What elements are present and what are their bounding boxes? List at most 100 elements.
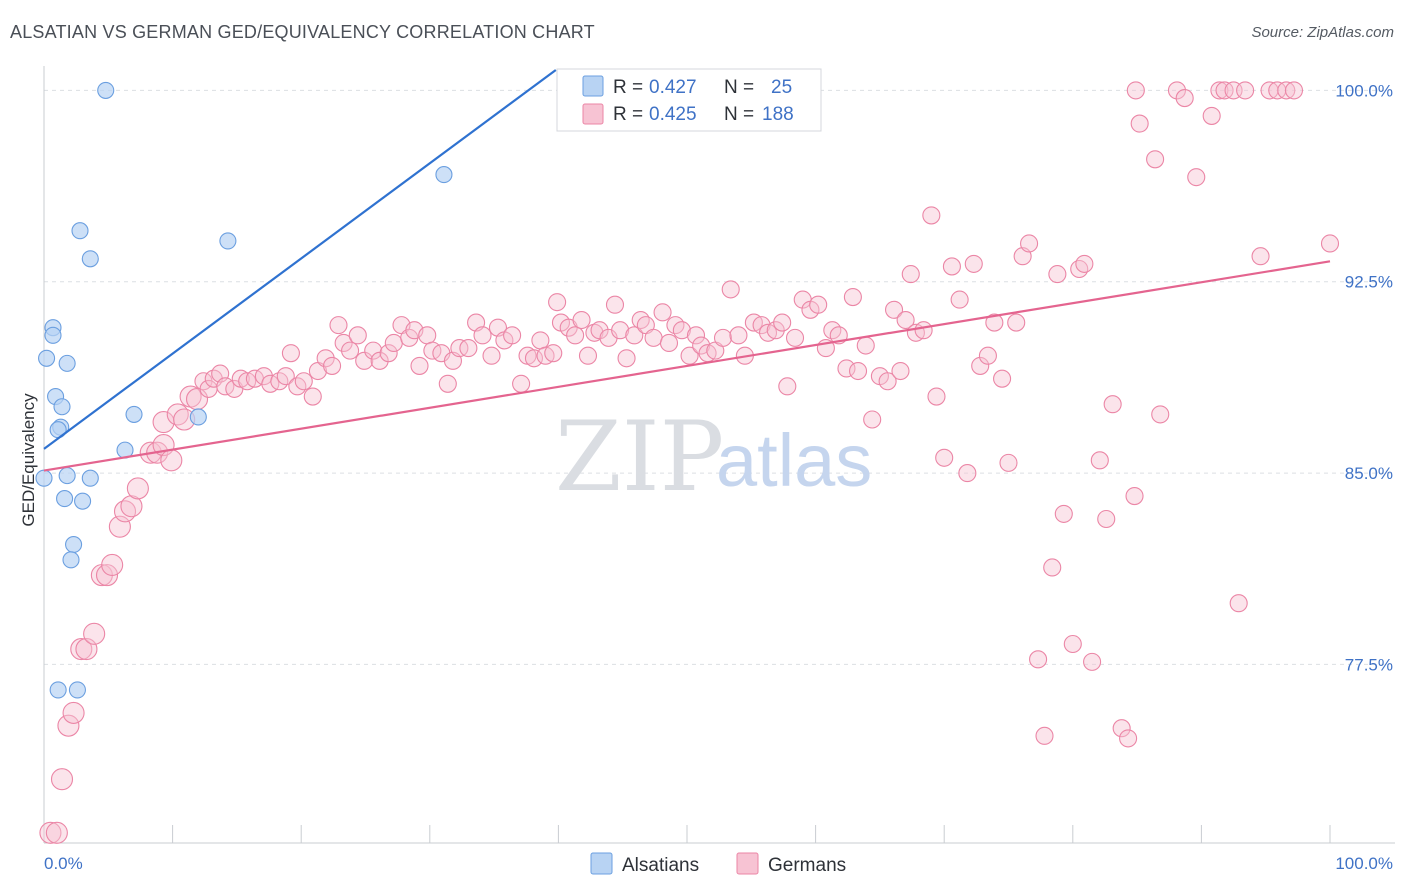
- alsatian-point: [68, 681, 86, 699]
- legend: R = 0.427 N = 25 R = 0.425 N = 188: [556, 68, 822, 132]
- german-point: [713, 328, 733, 347]
- german-point: [50, 768, 74, 791]
- german-point: [653, 303, 672, 322]
- german-point: [896, 310, 915, 330]
- german-point: [901, 265, 920, 284]
- alsatian-point: [435, 166, 453, 184]
- german-point: [927, 387, 946, 406]
- legend-swatch-german: [582, 103, 604, 125]
- alsatian-point: [81, 250, 99, 268]
- alsatian-point: [35, 469, 53, 487]
- alsatian-point: [38, 349, 56, 367]
- german-point: [160, 449, 183, 472]
- german-point: [1048, 265, 1067, 284]
- german-point: [721, 280, 740, 299]
- german-point: [45, 821, 68, 844]
- legend-n-label-german: N =: [724, 104, 754, 125]
- german-point: [922, 206, 941, 225]
- german-point: [294, 372, 313, 391]
- german-point: [778, 377, 797, 396]
- alsatian-point: [44, 326, 62, 344]
- german-point: [482, 346, 501, 365]
- bottom-legend-alsatians: Alsatians: [622, 855, 699, 876]
- german-point: [1126, 81, 1145, 100]
- x-tick-label-min: 0.0%: [44, 854, 83, 873]
- german-point: [809, 295, 828, 314]
- german-point: [1130, 114, 1149, 133]
- german-point: [1063, 634, 1082, 654]
- german-point: [1054, 504, 1073, 523]
- german-point: [878, 372, 897, 391]
- german-point: [1187, 168, 1206, 187]
- german-point: [631, 310, 650, 330]
- german-point: [914, 321, 933, 340]
- german-point: [524, 349, 544, 368]
- axes: [43, 66, 1395, 844]
- german-point: [410, 356, 429, 375]
- german-point: [942, 257, 961, 276]
- y-tick-label: 92.5%: [1345, 273, 1393, 292]
- alsatian-point: [74, 492, 92, 510]
- german-point: [348, 326, 367, 345]
- german-point: [785, 328, 805, 347]
- alsatian-point: [65, 535, 83, 554]
- german-point: [1075, 254, 1094, 273]
- german-series: [39, 81, 1340, 844]
- german-point: [752, 316, 771, 335]
- legend-n-german: 188: [762, 104, 794, 125]
- y-tick-label: 77.5%: [1345, 655, 1393, 674]
- german-point: [971, 356, 990, 375]
- german-point: [341, 341, 360, 360]
- german-point: [680, 346, 699, 365]
- german-point: [1020, 234, 1039, 253]
- alsatian-point: [71, 222, 89, 240]
- german-point: [1175, 89, 1194, 108]
- german-point: [276, 367, 295, 386]
- german-point: [1029, 650, 1048, 669]
- german-point: [316, 349, 335, 368]
- german-point: [355, 351, 374, 370]
- german-point: [62, 701, 85, 724]
- german-point: [1146, 150, 1165, 169]
- german-point: [1112, 719, 1131, 738]
- german-point: [958, 464, 977, 483]
- alsatian-trendline: [43, 69, 557, 450]
- german-point: [281, 344, 300, 363]
- german-point: [692, 336, 711, 355]
- y-tick-labels: 77.5% 85.0% 92.5% 100.0%: [1335, 81, 1393, 674]
- bottom-legend-swatch-alsatians: [590, 852, 613, 875]
- german-point: [1167, 81, 1187, 100]
- alsatian-point: [62, 551, 80, 569]
- german-point: [773, 313, 792, 332]
- german-point: [473, 326, 492, 345]
- german-point: [459, 339, 478, 358]
- german-point: [1202, 106, 1221, 125]
- german-point: [379, 344, 398, 363]
- y-tick-label: 100.0%: [1335, 81, 1393, 100]
- german-point: [1103, 395, 1122, 414]
- alsatian-point: [125, 405, 143, 423]
- german-point: [1151, 405, 1170, 424]
- german-point: [1097, 509, 1116, 529]
- german-point: [891, 361, 910, 381]
- german-point: [950, 290, 969, 309]
- german-point: [531, 331, 550, 350]
- german-point: [999, 453, 1018, 472]
- german-point: [856, 336, 875, 355]
- german-point: [39, 821, 62, 844]
- german-point: [729, 326, 748, 345]
- german-point: [503, 326, 522, 345]
- german-point: [418, 326, 437, 345]
- alsatian-point: [219, 232, 237, 250]
- german-point: [605, 295, 625, 314]
- german-point: [1119, 729, 1138, 748]
- german-point: [1320, 234, 1340, 253]
- german-point: [57, 714, 80, 737]
- watermark: ZIP atlas: [555, 401, 872, 513]
- german-point: [863, 410, 882, 429]
- german-point: [101, 553, 124, 576]
- german-point: [83, 622, 106, 645]
- german-point: [625, 326, 644, 345]
- y-tick-label: 85.0%: [1345, 464, 1393, 483]
